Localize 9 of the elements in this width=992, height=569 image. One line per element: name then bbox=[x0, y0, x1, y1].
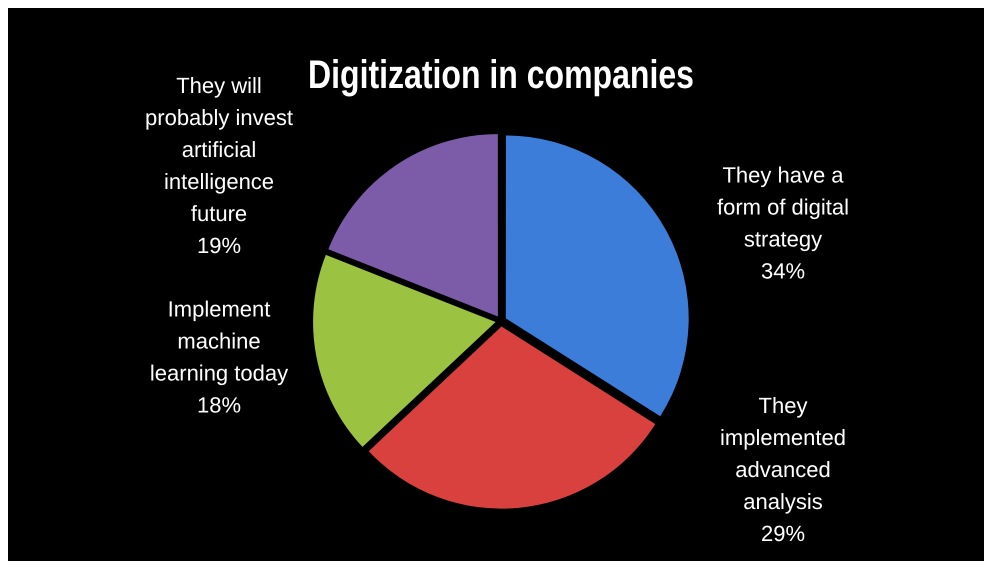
slice-label: Implement machine learning today bbox=[150, 296, 288, 386]
slice-label: They will probably invest artificial intelligence future bbox=[145, 73, 293, 226]
data-label: 29% bbox=[760, 521, 806, 546]
slice-label: They have a form of digital strategy bbox=[716, 162, 850, 252]
data-label: 18% bbox=[196, 392, 242, 418]
data-label: 34% bbox=[760, 258, 806, 284]
data-label: 19% bbox=[196, 233, 242, 258]
chart-title: Digitization in companies bbox=[308, 52, 694, 97]
slice-label: They implemented advanced analysis bbox=[720, 393, 846, 514]
